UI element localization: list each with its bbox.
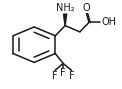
Polygon shape [64,14,67,26]
Text: F: F [60,68,66,78]
Text: F: F [52,71,57,81]
Text: NH₂: NH₂ [56,3,74,13]
Text: F: F [69,71,75,81]
Text: O: O [82,3,90,13]
Text: OH: OH [101,17,116,27]
